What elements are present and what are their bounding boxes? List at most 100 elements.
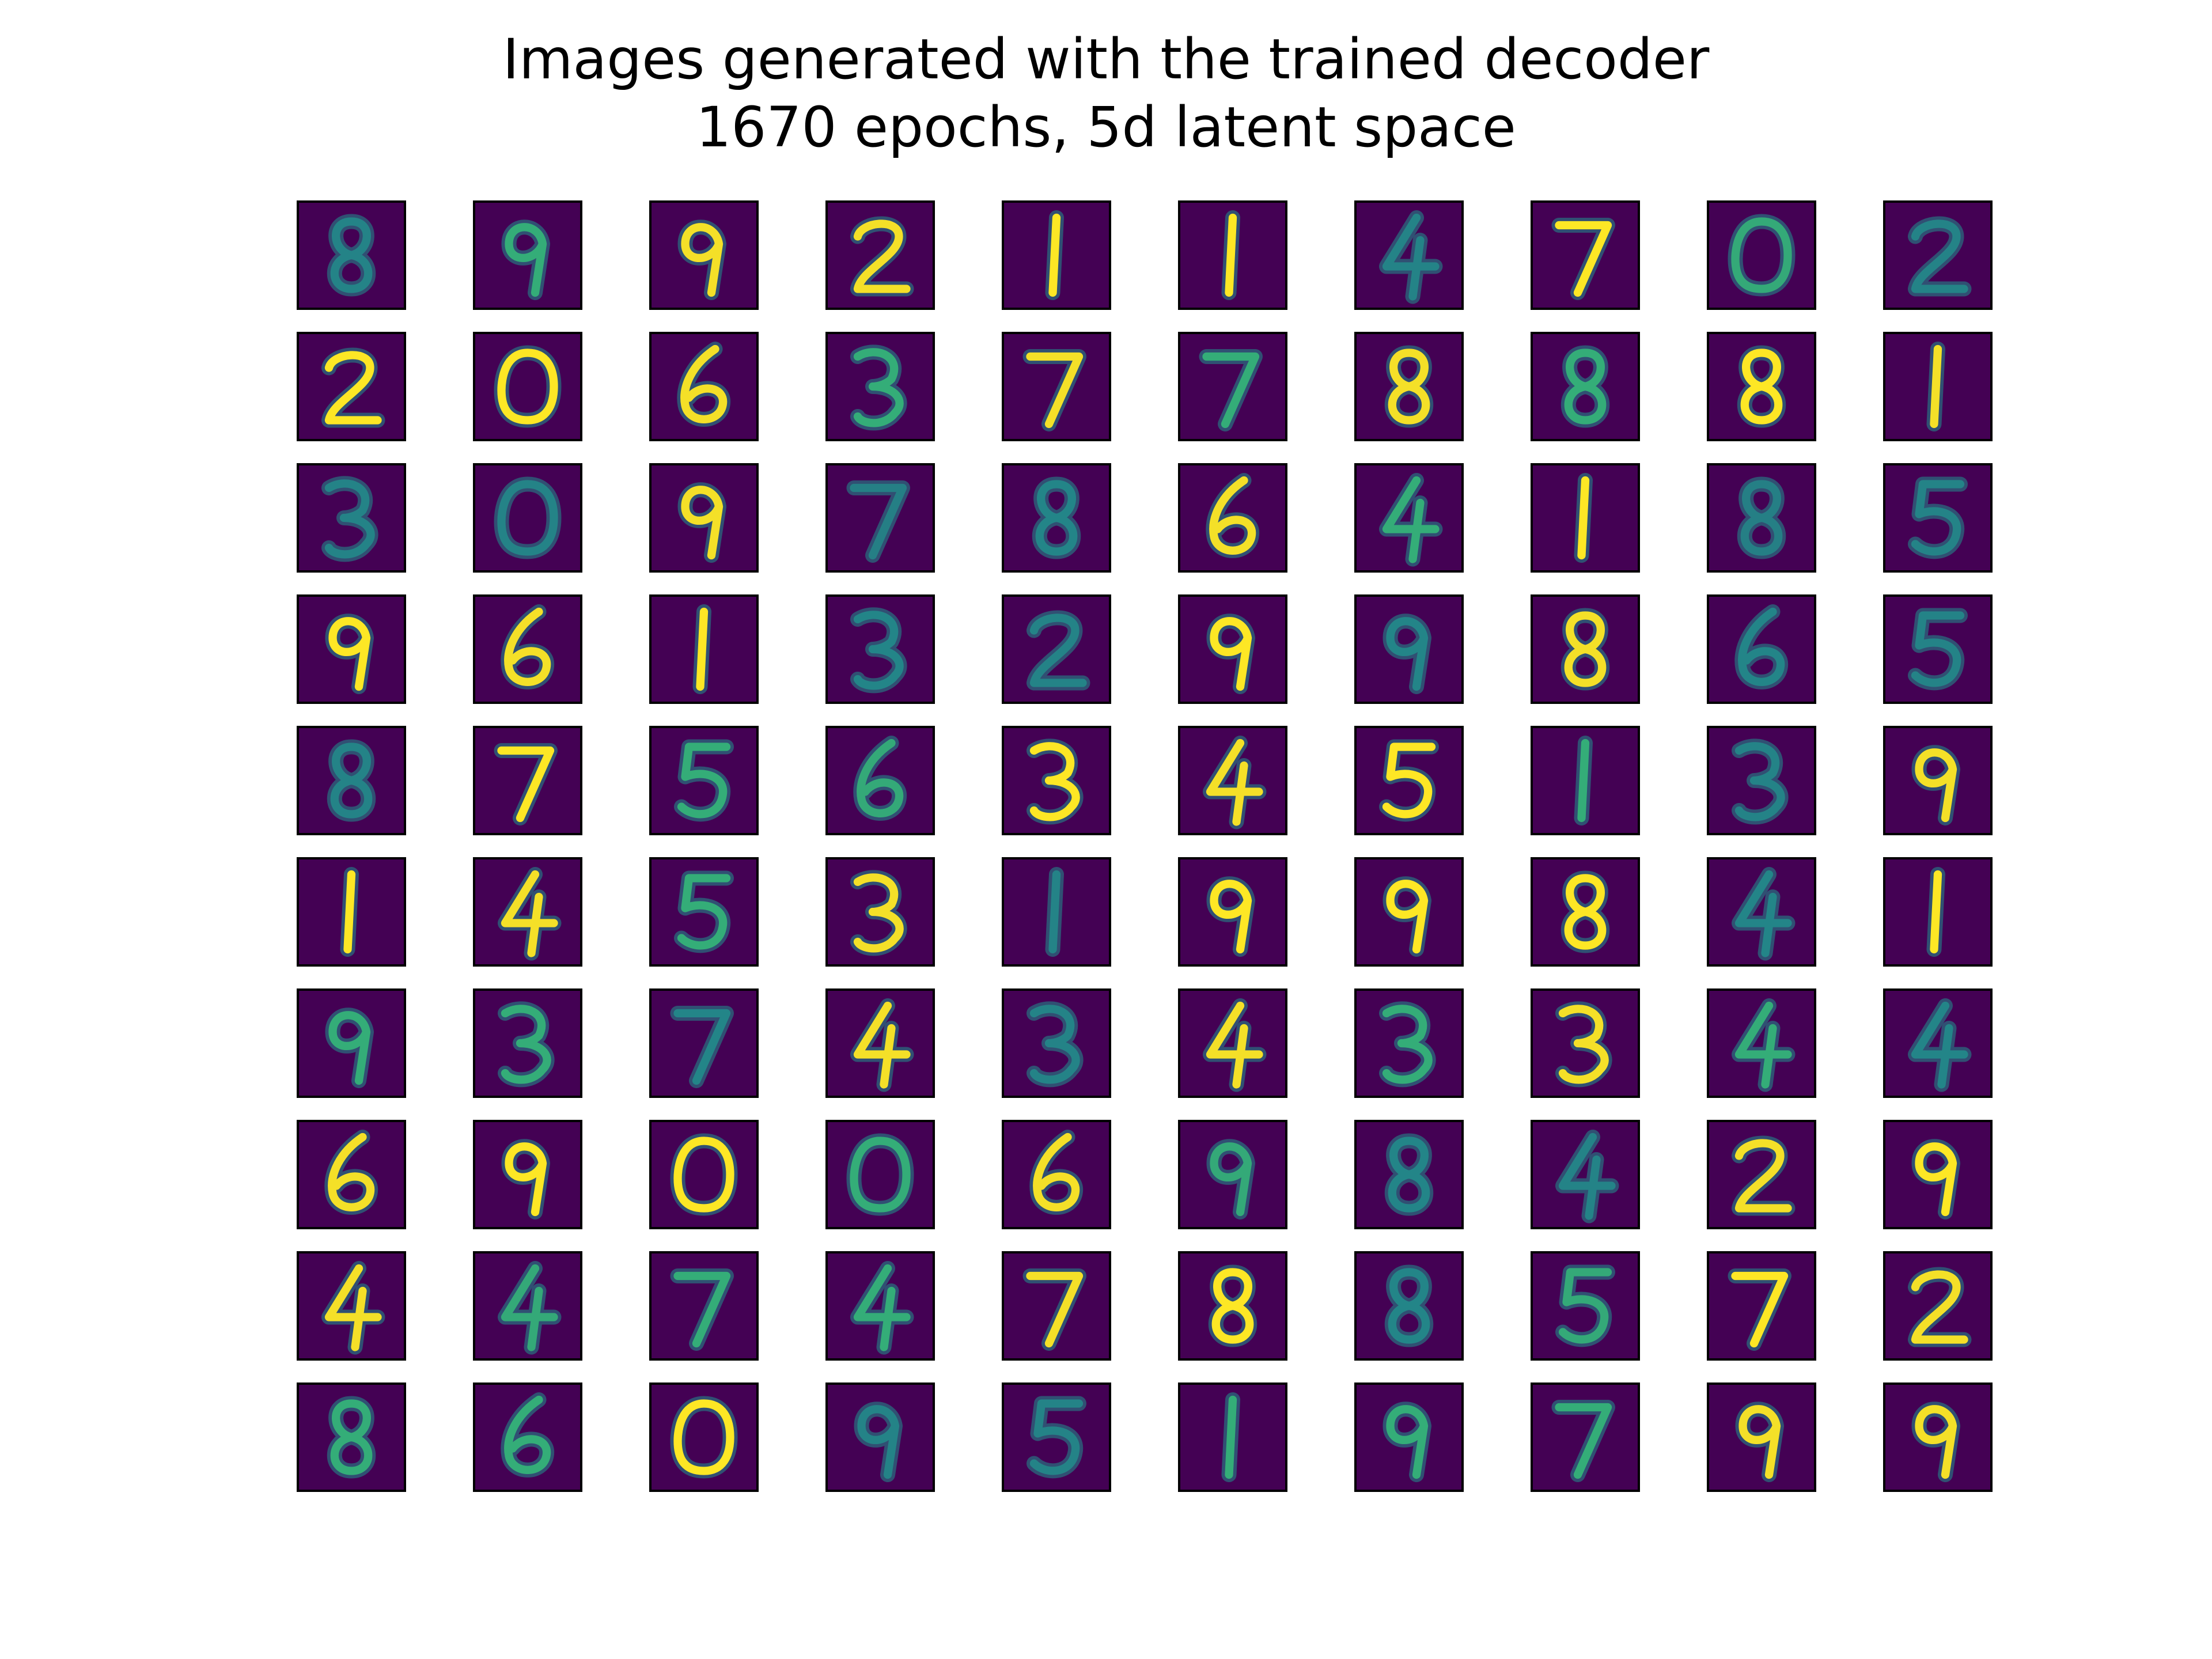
digit-stroke-core bbox=[497, 349, 558, 425]
digit-stroke-core bbox=[1555, 1403, 1612, 1479]
digit-stroke bbox=[327, 1396, 376, 1479]
digit-stroke-core bbox=[680, 344, 728, 423]
digit-stroke bbox=[1221, 210, 1240, 300]
generated-digit-image bbox=[297, 1382, 406, 1492]
digit-stroke-core bbox=[1740, 349, 1783, 425]
digit-stroke-core bbox=[1225, 213, 1237, 297]
digit-stroke bbox=[854, 1402, 903, 1482]
digit-stroke-core bbox=[1029, 1399, 1084, 1475]
generated-digit-image bbox=[1002, 1120, 1111, 1229]
digit-stroke bbox=[1027, 1396, 1086, 1479]
digit-stroke bbox=[1027, 1001, 1084, 1088]
digit-stroke bbox=[1384, 1264, 1434, 1347]
generated-digit-image bbox=[473, 857, 582, 967]
generated-digit-image bbox=[825, 463, 935, 573]
digit-stroke bbox=[498, 1261, 562, 1355]
digit-stroke bbox=[677, 482, 726, 563]
generated-digit-image bbox=[825, 1382, 935, 1492]
digit-stroke-core bbox=[673, 1271, 731, 1348]
generated-digit-image bbox=[297, 463, 406, 573]
generated-digit-image bbox=[1531, 726, 1640, 835]
digit-stroke bbox=[1022, 1268, 1086, 1351]
digit-stroke bbox=[327, 739, 376, 822]
digit-stroke-core bbox=[1564, 349, 1607, 425]
digit-stroke bbox=[1560, 608, 1610, 691]
digit-stroke bbox=[494, 476, 562, 559]
digit-stroke-core bbox=[504, 1395, 551, 1474]
digit-stroke-core bbox=[497, 746, 555, 823]
digit-stroke bbox=[1027, 610, 1090, 691]
digit-stroke-core bbox=[1734, 742, 1785, 821]
digit-stroke-core bbox=[1210, 617, 1252, 691]
digit-stroke-core bbox=[1029, 1005, 1080, 1084]
digit-stroke-core bbox=[504, 607, 551, 686]
generated-digit-image bbox=[1707, 1382, 1816, 1492]
digit-stroke bbox=[1022, 349, 1086, 431]
digit-stroke-core bbox=[324, 351, 382, 425]
generated-digit-image bbox=[1178, 1120, 1287, 1229]
digit-stroke-core bbox=[1911, 219, 1968, 293]
digit-stroke-core bbox=[850, 1137, 911, 1213]
digit-stroke bbox=[1208, 1264, 1257, 1347]
digit-stroke-core bbox=[1386, 617, 1429, 691]
digit-stroke bbox=[494, 743, 558, 825]
digit-stroke-core bbox=[1911, 1270, 1968, 1344]
generated-digit-image bbox=[297, 594, 406, 704]
digit-stroke-core bbox=[1388, 1137, 1430, 1213]
generated-digit-image bbox=[1531, 594, 1640, 704]
digit-stroke-core bbox=[1382, 476, 1440, 563]
generated-digit-image bbox=[297, 726, 406, 835]
digit-stroke bbox=[1382, 613, 1431, 694]
generated-digit-image bbox=[1354, 1120, 1464, 1229]
digit-stroke bbox=[1379, 473, 1443, 567]
generated-digit-image bbox=[1178, 857, 1287, 967]
generated-digit-image bbox=[649, 726, 759, 835]
generated-digit-image bbox=[1707, 1120, 1816, 1229]
generated-digit-image bbox=[1707, 200, 1816, 310]
digit-stroke-core bbox=[853, 1264, 911, 1351]
generated-digit-image bbox=[1883, 857, 1993, 967]
digit-stroke bbox=[1737, 345, 1786, 428]
generated-digit-image bbox=[473, 332, 582, 441]
digit-stroke-core bbox=[853, 1001, 911, 1089]
digit-stroke-core bbox=[1206, 1001, 1263, 1089]
generated-digit-image bbox=[649, 463, 759, 573]
digit-stroke-core bbox=[1035, 480, 1078, 556]
digit-stroke bbox=[670, 1268, 734, 1351]
generated-digit-image bbox=[1531, 1120, 1640, 1229]
digit-stroke bbox=[853, 736, 907, 821]
digit-stroke bbox=[1045, 867, 1064, 957]
digit-stroke-core bbox=[1564, 611, 1607, 687]
digit-stroke-core bbox=[1388, 1268, 1430, 1344]
generated-digit-image bbox=[1002, 988, 1111, 1098]
digit-stroke bbox=[1926, 867, 1945, 957]
digit-stroke bbox=[340, 867, 359, 957]
generated-digit-image bbox=[1707, 988, 1816, 1098]
digit-stroke bbox=[324, 1130, 378, 1215]
digit-stroke-core bbox=[1740, 480, 1783, 556]
digit-stroke bbox=[1382, 876, 1431, 957]
digit-stroke bbox=[1926, 342, 1945, 431]
generated-digit-image bbox=[1002, 594, 1111, 704]
digit-stroke bbox=[1908, 476, 1968, 559]
digit-stroke-core bbox=[328, 617, 371, 691]
generated-digit-image bbox=[1178, 726, 1287, 835]
generated-digit-image bbox=[1178, 463, 1287, 573]
figure-title: Images generated with the trained decode… bbox=[0, 25, 2212, 161]
generated-digit-image bbox=[825, 1120, 935, 1229]
digit-stroke bbox=[1735, 1402, 1784, 1482]
generated-digit-image bbox=[1002, 726, 1111, 835]
digit-stroke bbox=[1206, 613, 1255, 694]
digit-stroke bbox=[1203, 998, 1267, 1092]
generated-digit-image bbox=[825, 726, 935, 835]
generated-digit-image bbox=[1354, 1382, 1464, 1492]
generated-digit-image bbox=[1002, 200, 1111, 310]
digit-stroke bbox=[325, 1007, 374, 1088]
digit-stroke-core bbox=[673, 1399, 734, 1475]
digit-stroke-core bbox=[681, 486, 724, 560]
digit-stroke bbox=[1574, 736, 1593, 825]
digit-stroke bbox=[494, 345, 562, 428]
digit-stroke-core bbox=[1738, 1405, 1781, 1479]
generated-digit-image bbox=[825, 988, 935, 1098]
generated-digit-image bbox=[649, 200, 759, 310]
